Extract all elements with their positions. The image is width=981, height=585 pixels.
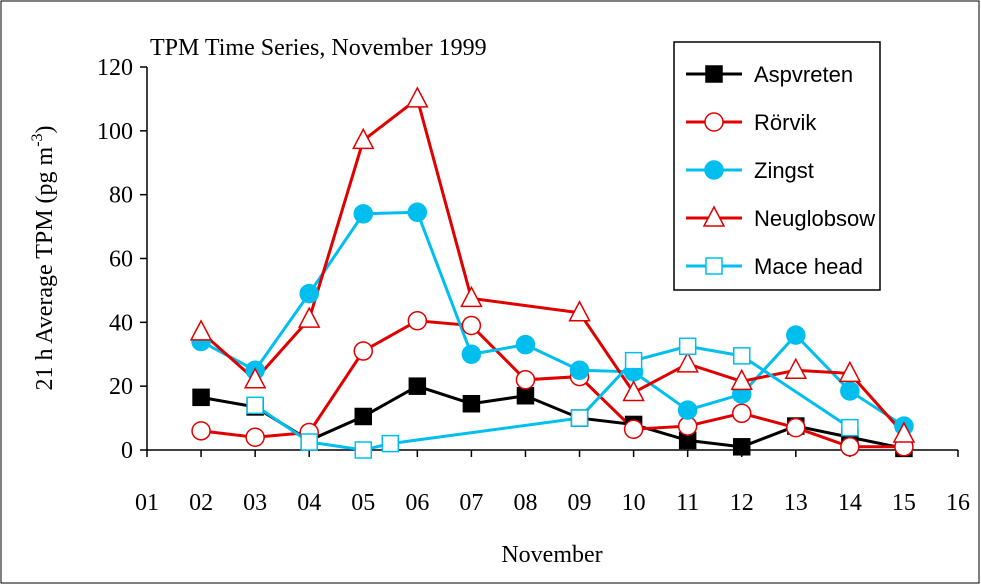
marker [784, 357, 808, 379]
legend-label: Aspvreten [754, 62, 853, 87]
x-tick-label: 06 [405, 490, 429, 516]
marker [515, 334, 536, 355]
marker [678, 337, 697, 356]
legend-label: Mace head [754, 254, 863, 279]
y-tick-label: 40 [109, 310, 133, 336]
x-tick-label: 03 [243, 490, 267, 516]
marker [461, 344, 482, 364]
marker [192, 388, 210, 407]
marker [838, 360, 862, 383]
marker [460, 285, 483, 308]
marker [732, 438, 751, 456]
legend: Aspvreten Rörvik Zingst Neuglobsow Mace head [673, 41, 881, 291]
y-tick-label: 60 [109, 247, 133, 273]
marker [461, 315, 482, 336]
marker [705, 257, 723, 275]
marker [297, 306, 321, 328]
marker [841, 418, 859, 437]
marker [189, 319, 213, 341]
marker [515, 370, 536, 390]
marker [353, 341, 374, 361]
marker [786, 417, 806, 438]
marker [381, 434, 400, 453]
marker [702, 205, 726, 227]
marker [408, 377, 427, 395]
marker [677, 400, 698, 420]
marker [299, 283, 319, 304]
marker [300, 433, 318, 451]
y-tick-label: 80 [109, 183, 133, 209]
y-axis-label-superscript: -3 [29, 133, 46, 146]
marker [622, 379, 645, 402]
marker [731, 403, 752, 424]
x-tick-label: 09 [568, 490, 592, 516]
marker [624, 351, 643, 370]
x-tick-label: 15 [892, 490, 916, 516]
marker [243, 367, 267, 389]
x-tick-label: 11 [676, 490, 699, 516]
marker [569, 360, 590, 380]
x-tick-label: 04 [297, 490, 321, 516]
y-tick-label: 0 [121, 438, 133, 464]
x-tick-label: 12 [730, 490, 754, 516]
marker [354, 441, 373, 459]
marker [786, 325, 806, 345]
marker [705, 65, 723, 83]
y-tick-label: 120 [97, 55, 133, 81]
marker [704, 160, 724, 180]
x-tick-label: 13 [784, 490, 808, 516]
marker [245, 427, 265, 447]
marker [353, 204, 374, 224]
marker [407, 202, 428, 222]
marker [732, 347, 751, 365]
y-tick-label: 100 [97, 119, 133, 145]
series-line [200, 210, 905, 428]
marker [516, 386, 535, 405]
marker [407, 310, 428, 331]
x-tick-label: 02 [189, 490, 213, 516]
marker [676, 351, 699, 373]
legend-label: Neuglobsow [754, 206, 875, 231]
marker [246, 396, 264, 415]
y-axis-label: 21 h Average TPM (pg m-3) [29, 125, 58, 390]
marker [840, 437, 860, 457]
x-tick-label: 14 [838, 490, 862, 516]
marker [352, 127, 375, 150]
marker [354, 407, 373, 426]
marker [840, 381, 860, 401]
x-tick-label: 07 [459, 490, 483, 516]
marker [406, 86, 429, 108]
marker [568, 300, 591, 322]
legend-label: Rörvik [754, 110, 817, 135]
x-axis-label: November [501, 542, 602, 568]
y-axis-label-suffix: ) [32, 125, 58, 133]
marker [191, 421, 211, 441]
marker [462, 394, 481, 413]
chart-title: TPM Time Series, November 1999 [150, 35, 487, 61]
x-tick-label: 16 [946, 490, 970, 516]
y-tick-label: 20 [109, 374, 133, 400]
x-tick-label: 08 [513, 490, 537, 516]
marker [730, 368, 753, 391]
x-tick-label: 05 [351, 490, 375, 516]
legend-label: Zingst [754, 158, 814, 183]
marker [704, 112, 724, 132]
x-tick-label: 01 [135, 490, 159, 516]
y-axis-label-text: 21 h Average TPM (pg m [32, 146, 58, 390]
marker [623, 419, 644, 440]
x-tick-label: 10 [622, 490, 646, 516]
marker [570, 409, 589, 427]
marker [892, 421, 916, 443]
